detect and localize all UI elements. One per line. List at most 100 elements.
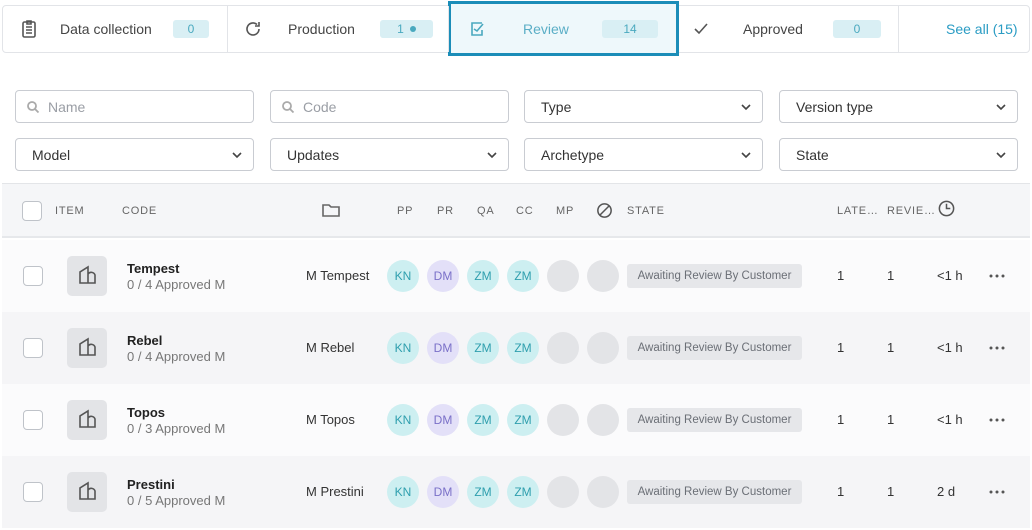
avatar: KN [387,404,419,436]
count-text: 0 [853,22,861,36]
item-code: M Rebel [306,340,355,355]
chevron [996,152,1006,159]
chevron [996,104,1006,111]
elapsed-time: <1 h [937,268,963,283]
avatar-empty [587,404,619,436]
avatar: ZM [507,260,539,292]
tab-count: 1 [380,20,433,38]
item-code: M Topos [306,412,355,427]
item-name[interactable]: Topos [127,405,166,420]
review-count: 1 [887,412,895,427]
row-checkbox[interactable] [23,482,43,502]
row-checkbox[interactable] [23,410,43,430]
review-count: 1 [887,340,895,355]
tab-count: 14 [602,20,658,38]
tab-separator [227,6,228,52]
column-header: REVIE… [887,205,936,217]
state-badge: Awaiting Review By Customer [627,336,802,360]
avatar: KN [387,332,419,364]
count-text: 0 [187,22,195,36]
tab-icon-svg [694,23,708,35]
chevron [741,152,751,159]
column-header: MP [556,205,575,217]
avatar: KN [387,476,419,508]
dropdown[interactable]: Updates [270,138,509,171]
latest-count: 1 [837,484,845,499]
item-icon [79,337,96,356]
dots-icon [989,490,1005,494]
dots-icon [989,418,1005,422]
see-all-link[interactable]: See all (15) [946,21,1018,37]
select-all[interactable] [22,201,42,221]
tab-label[interactable]: Data collection [60,21,152,37]
row-menu[interactable] [988,412,1006,428]
dropdown[interactable]: Version type [779,90,1018,123]
tab-icon [243,19,263,39]
review-count: 1 [887,484,895,499]
state-badge: Awaiting Review By Customer [627,264,802,288]
tab-icon-svg [22,20,36,38]
avatar: ZM [467,332,499,364]
search-icon [27,101,40,114]
item-thumbnail [67,256,107,296]
column-header: CODE [122,205,157,217]
dots-icon [989,346,1005,350]
column-header: ITEM [55,205,85,217]
tab-icon [691,19,711,39]
dropdown-label: State [796,146,829,163]
avatar: ZM [467,476,499,508]
search-field[interactable]: Name [15,90,254,123]
column-header: STATE [627,205,665,217]
tab-label[interactable]: Review [523,21,569,37]
tab-label[interactable]: Production [288,21,355,37]
dropdown[interactable]: Archetype [524,138,763,171]
folder-icon [321,200,341,220]
item-name[interactable]: Rebel [127,333,163,348]
latest-count: 1 [837,412,845,427]
tab-label[interactable]: Approved [743,21,803,37]
tab-separator [448,6,449,52]
row-menu[interactable] [988,484,1006,500]
no-icon [595,201,614,220]
item-subtitle: 0 / 3 Approved M [127,421,226,436]
placeholder: Name [48,98,86,115]
dropdown-label: Updates [287,146,340,163]
tab-count: 0 [833,20,881,38]
avatar: ZM [507,404,539,436]
avatar-empty [547,404,579,436]
review-count: 1 [887,268,895,283]
clock-icon [937,199,956,218]
column-header: QA [477,205,495,217]
avatar-empty [547,260,579,292]
search-field[interactable]: Code [270,90,509,123]
avatar-empty [587,260,619,292]
column-header: PR [437,205,454,217]
item-name[interactable]: Tempest [127,261,180,276]
search-icon [282,101,295,114]
placeholder: Code [303,98,337,115]
status-dot [409,26,416,32]
tab-icon [19,19,39,39]
avatar-empty [587,332,619,364]
dots-icon [989,274,1005,278]
dropdown[interactable]: State [779,138,1018,171]
row-checkbox[interactable] [23,266,43,286]
avatar: ZM [467,404,499,436]
row-menu[interactable] [988,268,1006,284]
table-header [2,183,1030,238]
avatar: ZM [507,476,539,508]
elapsed-time: <1 h [937,412,963,427]
count-text: 14 [623,22,637,36]
chevron [741,104,751,111]
item-name[interactable]: Prestini [127,477,175,492]
dropdown[interactable]: Type [524,90,763,123]
item-subtitle: 0 / 5 Approved M [127,493,226,508]
elapsed-time: 2 d [937,484,956,499]
row-menu[interactable] [988,340,1006,356]
dropdown[interactable]: Model [15,138,254,171]
avatar: DM [427,260,459,292]
row-checkbox[interactable] [23,338,43,358]
latest-count: 1 [837,340,845,355]
